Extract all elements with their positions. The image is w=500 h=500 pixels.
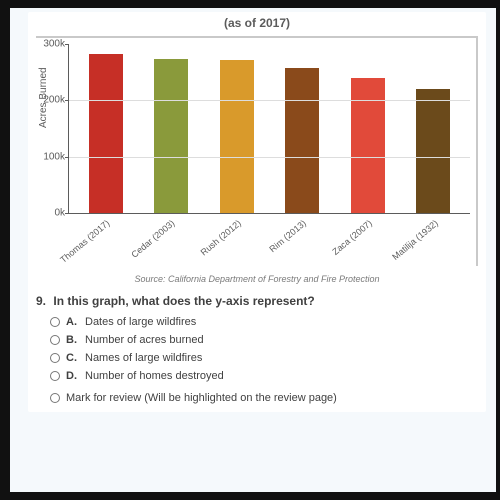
option-text: Dates of large wildfires xyxy=(85,316,196,328)
bar xyxy=(220,60,254,213)
bar xyxy=(154,59,188,213)
option-text: Names of large wildfires xyxy=(85,352,202,364)
chart-area: Acres Burned 0k100k200k300k Thomas (2017… xyxy=(36,36,478,266)
answer-option[interactable]: B. Number of acres burned xyxy=(50,334,478,346)
bars-layer xyxy=(69,44,470,213)
option-text: Number of homes destroyed xyxy=(85,370,224,382)
bar xyxy=(285,68,319,213)
option-letter: A. xyxy=(66,316,77,328)
x-tick-label: Rush (2012) xyxy=(198,218,242,257)
y-tick-label: 0k xyxy=(33,208,65,219)
answer-option[interactable]: A. Dates of large wildfires xyxy=(50,316,478,328)
options-list: A. Dates of large wildfires B. Number of ac… xyxy=(36,316,478,382)
option-text: Number of acres burned xyxy=(85,334,204,346)
radio-icon[interactable] xyxy=(50,317,60,327)
answer-option[interactable]: D. Number of homes destroyed xyxy=(50,370,478,382)
question-text: 9. In this graph, what does the y-axis r… xyxy=(36,294,478,308)
content-card: (as of 2017) Acres Burned 0k100k200k300k… xyxy=(28,12,486,412)
y-tick-label: 300k xyxy=(33,39,65,50)
question-body: In this graph, what does the y-axis repr… xyxy=(53,294,314,308)
x-tick-label: Cedar (2003) xyxy=(130,218,177,260)
chart-source: Source: California Department of Forestr… xyxy=(36,274,478,284)
radio-icon[interactable] xyxy=(50,353,60,363)
plot: 0k100k200k300k xyxy=(68,44,470,214)
option-letter: C. xyxy=(66,352,77,364)
screen-frame: (as of 2017) Acres Burned 0k100k200k300k… xyxy=(0,0,500,500)
radio-icon[interactable] xyxy=(50,335,60,345)
y-tick-label: 200k xyxy=(33,95,65,106)
x-tick-label: Matilija (1932) xyxy=(390,218,440,262)
x-tick-label: Thomas (2017) xyxy=(58,218,111,265)
review-label: Mark for review (Will be highlighted on … xyxy=(66,392,337,404)
option-letter: B. xyxy=(66,334,77,346)
x-tick-labels: Thomas (2017)Cedar (2003)Rush (2012)Rim … xyxy=(68,214,470,260)
x-tick-label: Rim (2013) xyxy=(268,218,309,254)
answer-option[interactable]: C. Names of large wildfires xyxy=(50,352,478,364)
radio-icon[interactable] xyxy=(50,371,60,381)
chart-subtitle: (as of 2017) xyxy=(36,16,478,30)
y-tick-label: 100k xyxy=(33,151,65,162)
mark-for-review[interactable]: Mark for review (Will be highlighted on … xyxy=(36,392,478,404)
option-letter: D. xyxy=(66,370,77,382)
bar xyxy=(89,54,123,213)
review-radio-icon[interactable] xyxy=(50,393,60,403)
x-tick-label: Zaca (2007) xyxy=(330,218,374,257)
bar xyxy=(416,89,450,213)
bar xyxy=(351,78,385,213)
question-number: 9. xyxy=(36,294,46,308)
